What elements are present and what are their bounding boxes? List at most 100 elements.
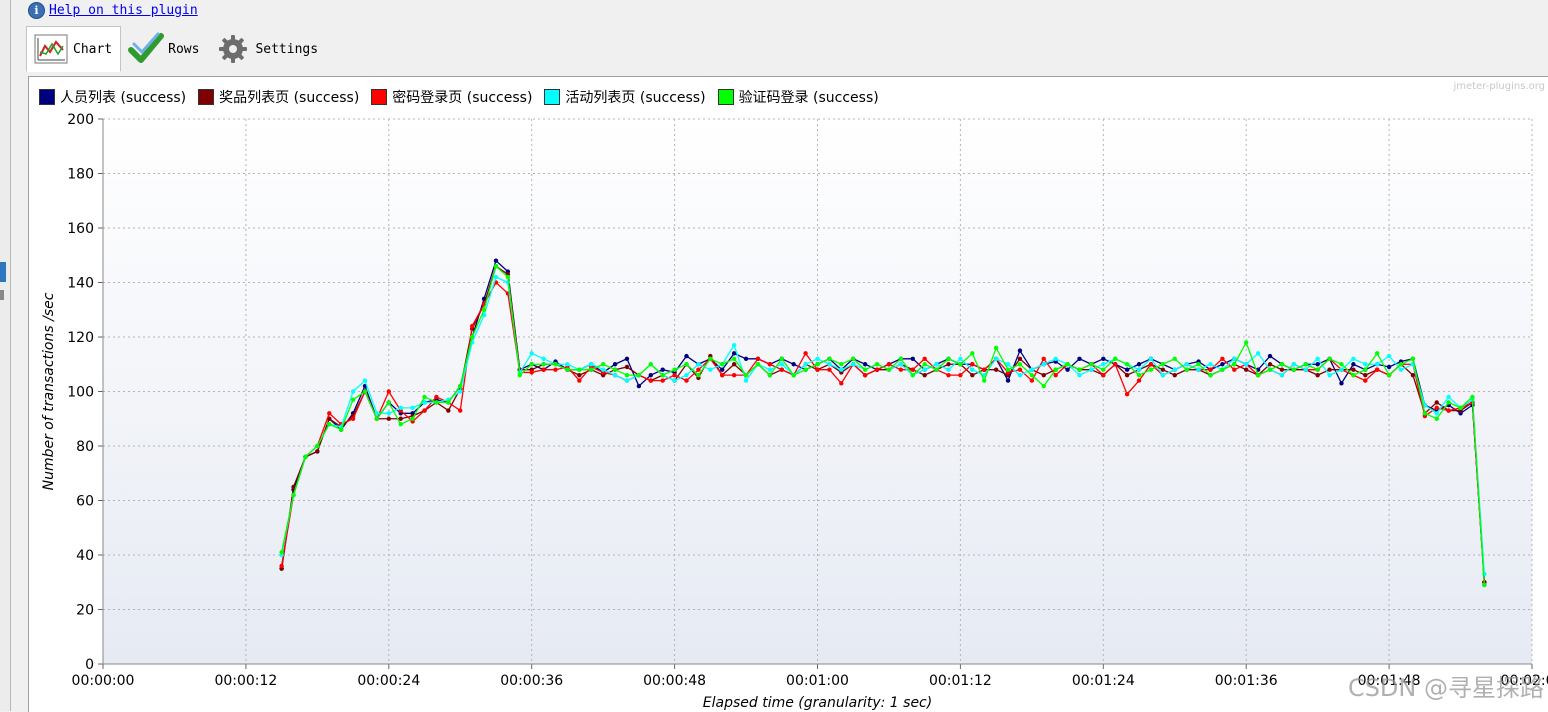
data-point: [386, 416, 391, 421]
data-point: [1041, 362, 1046, 367]
data-point: [350, 397, 356, 402]
gear-icon: [215, 31, 251, 67]
data-point: [1172, 367, 1177, 372]
data-point: [1124, 362, 1130, 367]
data-point: [1244, 340, 1249, 345]
data-point: [338, 427, 344, 432]
data-point: [1351, 356, 1356, 361]
data-point: [600, 362, 606, 367]
data-point: [410, 405, 415, 411]
data-point: [1017, 367, 1023, 372]
data-point: [731, 342, 737, 348]
data-point: [1303, 362, 1308, 367]
left-panel-marker: [0, 262, 6, 282]
y-tick-label: 180: [67, 167, 94, 183]
data-point: [946, 367, 951, 372]
data-point: [874, 362, 880, 367]
data-point: [1291, 362, 1297, 367]
data-point: [1279, 362, 1285, 367]
data-point: [851, 362, 856, 367]
data-point: [827, 356, 832, 361]
data-point: [279, 563, 284, 569]
data-point: [672, 378, 677, 383]
data-point: [803, 362, 808, 367]
data-point: [1386, 372, 1392, 378]
data-point: [1196, 362, 1201, 367]
x-tick-label: 00:00:00: [72, 673, 135, 689]
data-point: [1113, 356, 1118, 361]
tab-chart[interactable]: Chart: [26, 26, 122, 72]
data-point: [827, 367, 832, 372]
data-point: [815, 356, 820, 361]
data-point: [1017, 356, 1023, 361]
y-tick-label: 40: [76, 548, 94, 564]
transactions-chart: 0 20 40 60 80 100 120 140 160 180 200 00:00:00 00:00…: [41, 112, 1548, 711]
data-point: [1398, 367, 1404, 372]
data-point: [946, 356, 951, 361]
data-point: [350, 389, 356, 394]
x-tick-label: 00:01:12: [929, 673, 992, 689]
data-point: [1315, 356, 1320, 361]
data-point: [589, 362, 594, 367]
data-point: [934, 362, 939, 367]
data-point: [1279, 372, 1285, 378]
data-point: [1244, 362, 1249, 367]
data-point: [720, 362, 725, 367]
data-point: [1446, 408, 1451, 413]
checkmark-icon: [128, 31, 165, 67]
legend-item: 密码登录页 (success): [371, 87, 532, 107]
data-point: [1351, 362, 1356, 367]
data-point: [767, 362, 773, 367]
data-point: [541, 356, 546, 361]
data-point: [743, 378, 749, 383]
data-point: [1124, 367, 1130, 372]
data-point: [422, 394, 427, 400]
data-point: [803, 367, 808, 372]
data-point: [708, 367, 713, 372]
y-axis-title: Number of transactions /sec: [41, 292, 57, 490]
tab-rows[interactable]: Rows: [121, 26, 208, 72]
data-point: [1041, 356, 1046, 361]
help-link[interactable]: Help on this plugin: [49, 2, 198, 18]
data-point: [600, 367, 606, 372]
data-point: [1351, 372, 1356, 378]
data-point: [577, 372, 582, 378]
data-point: [1386, 364, 1392, 370]
data-point: [1363, 378, 1368, 383]
data-point: [1184, 367, 1189, 372]
legend-label: 验证码登录 (success): [738, 90, 879, 106]
data-point: [1160, 372, 1166, 378]
data-point: [636, 383, 642, 389]
data-point: [946, 362, 951, 367]
tab-settings[interactable]: Settings: [208, 26, 327, 72]
data-point: [827, 362, 832, 367]
data-point: [1172, 372, 1177, 378]
data-point: [886, 362, 892, 367]
data-point: [862, 367, 868, 372]
data-point: [1327, 367, 1332, 372]
data-point: [624, 372, 630, 378]
data-point: [1029, 372, 1035, 378]
data-point: [1077, 367, 1082, 372]
data-point: [481, 307, 487, 312]
data-point: [1363, 367, 1368, 372]
data-point: [1077, 372, 1082, 378]
chart-legend: 人员列表 (success) 奖品列表页 (success) 密码登录页 (succ…: [39, 87, 879, 107]
data-point: [398, 422, 403, 427]
data-point: [1446, 394, 1451, 400]
data-point: [862, 362, 868, 367]
legend-item: 验证码登录 (success): [717, 87, 879, 107]
data-point: [1136, 362, 1142, 367]
data-point: [398, 405, 403, 411]
data-point: [624, 364, 630, 370]
data-point: [922, 372, 927, 378]
data-point: [279, 550, 284, 555]
data-point: [1053, 356, 1058, 361]
data-point: [291, 484, 296, 490]
data-point: [386, 400, 391, 405]
data-point: [1255, 351, 1261, 356]
data-point: [1208, 367, 1213, 372]
data-point: [1077, 356, 1082, 361]
data-point: [469, 334, 475, 340]
data-point: [1363, 362, 1368, 367]
